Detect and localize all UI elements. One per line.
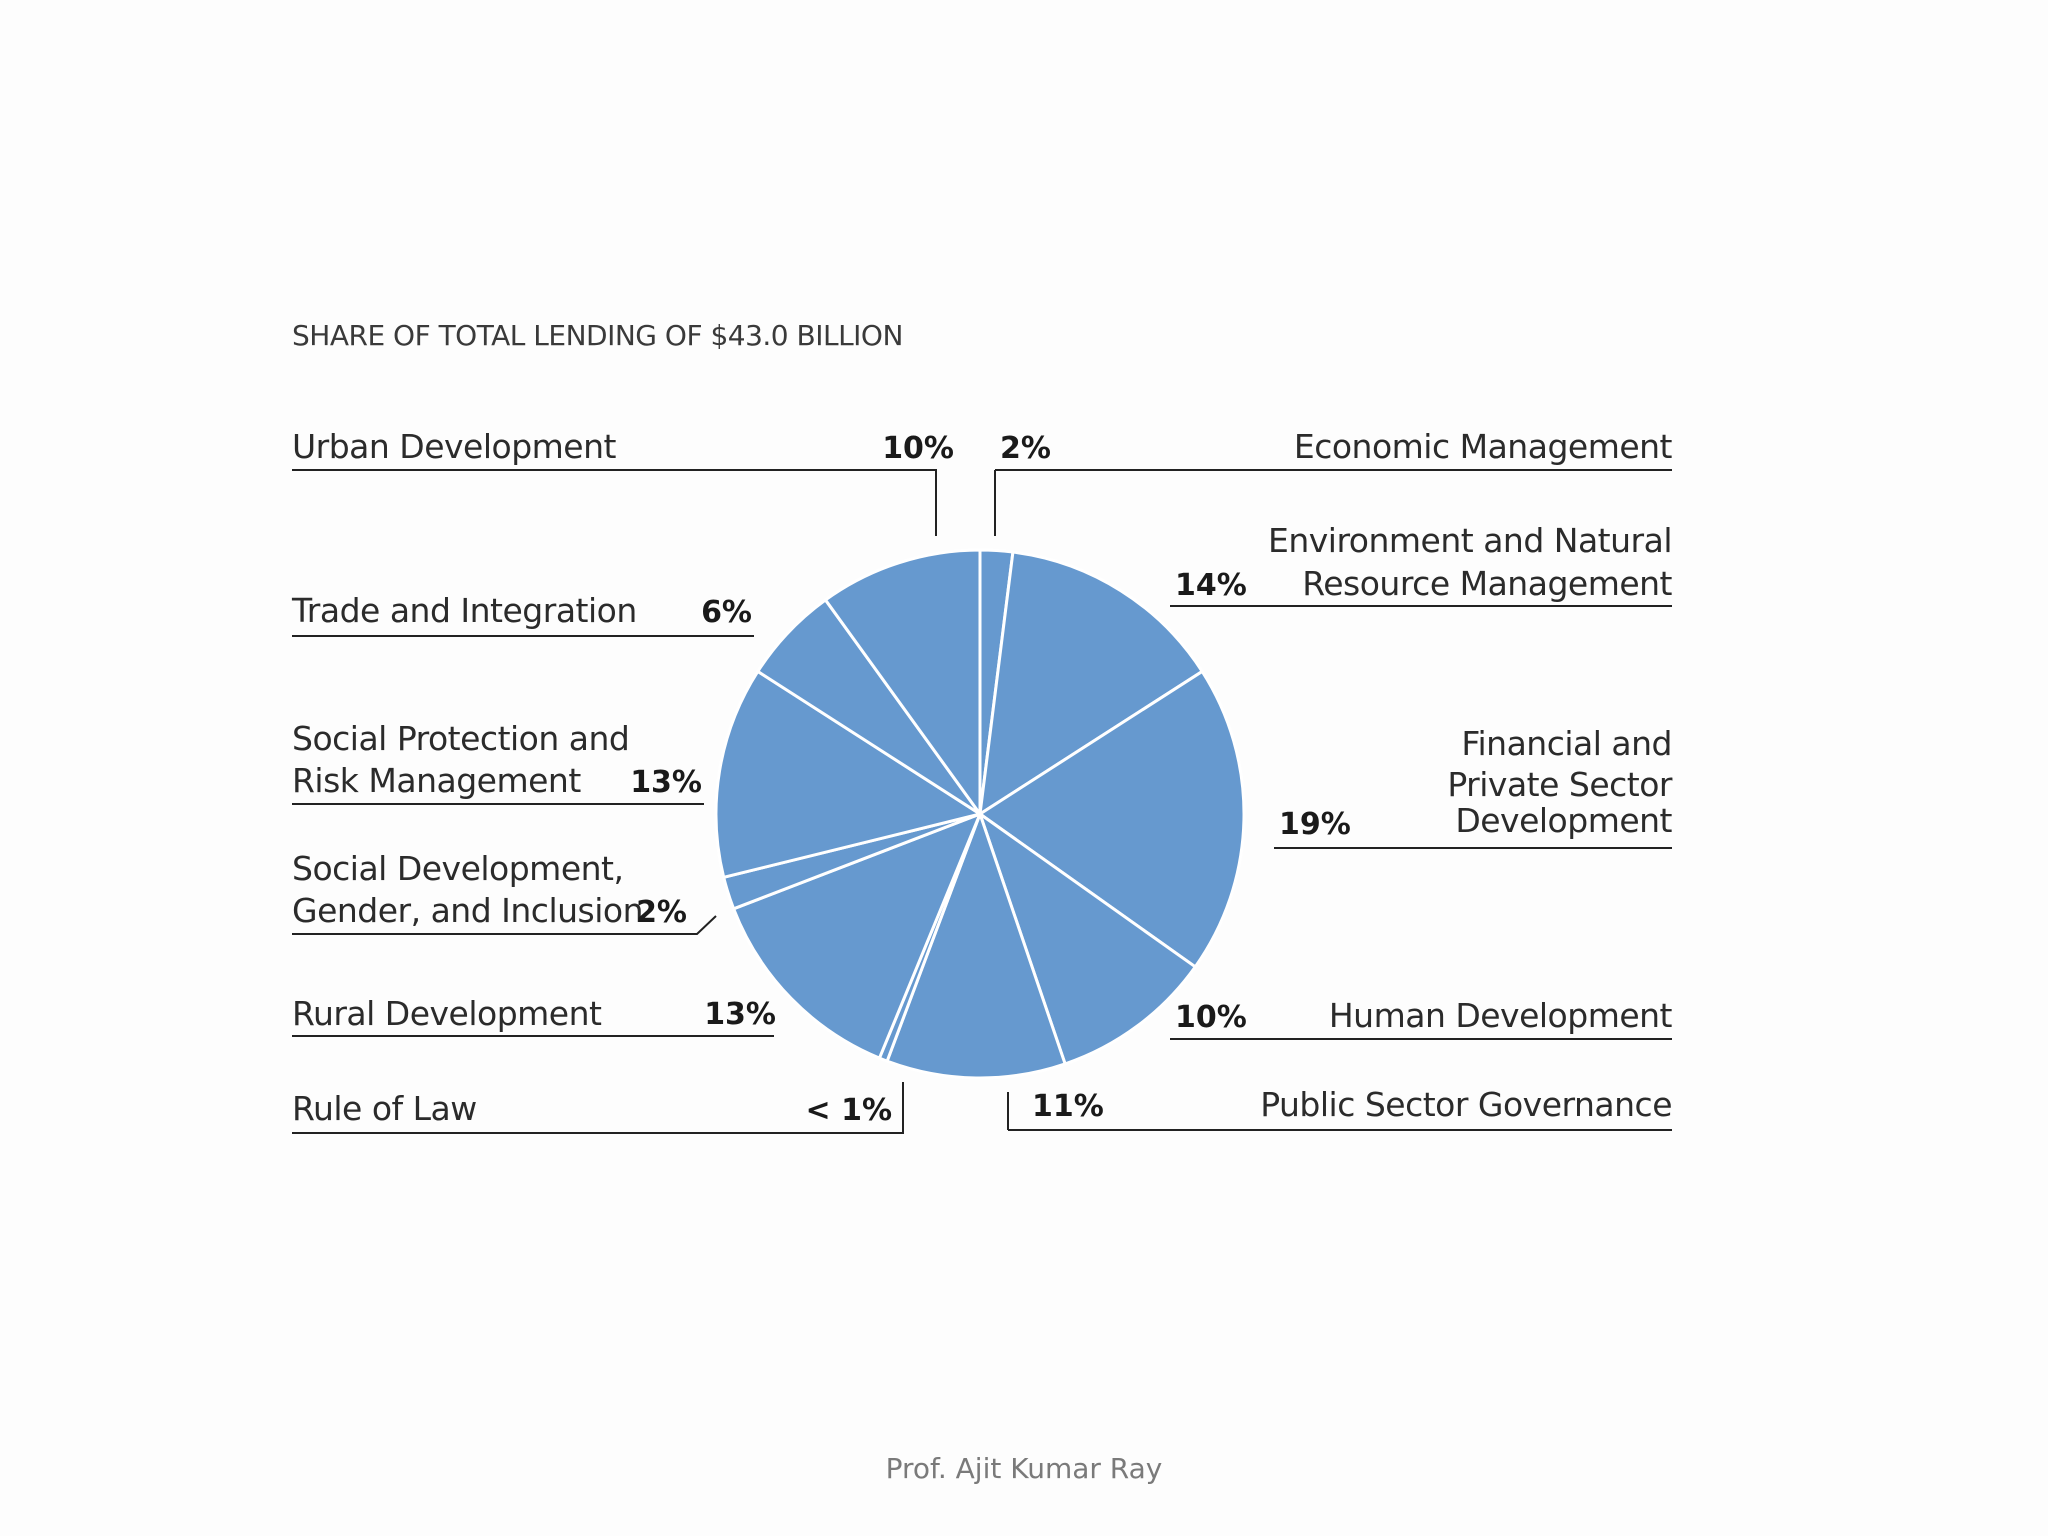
pie-slice-financial-and-private-sector-development — [977, 669, 1246, 969]
slice-percent-urban-development: 10% — [882, 431, 954, 466]
pie-slice-urban-development — [823, 548, 982, 819]
slice-label-social-protection-and-risk-management: Social Protection and — [292, 719, 629, 758]
slice-label-financial-and-private-sector-development: Private Sector — [1447, 765, 1673, 804]
leader-line-urban-development — [292, 469, 937, 536]
slice-label-trade-and-integration: Trade and Integration — [291, 591, 637, 630]
pie-slice-human-development — [977, 810, 1198, 1066]
slice-label-environment-and-natural-resource-management: Resource Management — [1302, 564, 1672, 603]
slice-percent-human-development: 10% — [1175, 1000, 1247, 1035]
slice-label-human-development: Human Development — [1329, 996, 1673, 1035]
leader-line-social-development-gender-and-inclusion — [292, 915, 717, 935]
slice-percent-social-protection-and-risk-management: 13% — [630, 765, 702, 800]
footer-credit: Prof. Ajit Kumar Ray — [886, 1452, 1163, 1485]
slice-percent-rule-of-law: < 1% — [805, 1093, 892, 1128]
slice-label-social-development-gender-and-inclusion: Gender, and Inclusion — [292, 891, 643, 930]
slice-label-rule-of-law: Rule of Law — [292, 1089, 477, 1128]
leader-line-economic-management — [994, 469, 1672, 536]
slice-percent-trade-and-integration: 6% — [701, 595, 752, 630]
pie-slice-social-protection-and-risk-management — [714, 669, 984, 880]
slice-percent-environment-and-natural-resource-management: 14% — [1175, 568, 1247, 603]
leader-lines — [292, 469, 1672, 1134]
slice-label-financial-and-private-sector-development: Financial and — [1461, 724, 1672, 763]
slice-label-social-protection-and-risk-management: Risk Management — [292, 761, 581, 800]
slice-percent-financial-and-private-sector-development: 19% — [1279, 807, 1351, 842]
slice-percent-economic-management: 2% — [1000, 431, 1051, 466]
pie-slice-public-sector-governance — [885, 809, 1068, 1080]
slice-label-public-sector-governance: Public Sector Governance — [1260, 1085, 1672, 1124]
leader-line-rule-of-law — [292, 1082, 904, 1134]
slice-percent-public-sector-governance: 11% — [1032, 1089, 1104, 1124]
slice-labels: Economic Management 2% Environment and Nat… — [291, 427, 1673, 1128]
pie-slice-environment-and-natural-resource-management — [978, 550, 1205, 817]
slice-label-economic-management: Economic Management — [1294, 427, 1673, 466]
slice-label-social-development-gender-and-inclusion: Social Development, — [292, 849, 623, 888]
slice-label-urban-development: Urban Development — [292, 427, 617, 466]
slice-percent-social-development-gender-and-inclusion: 2% — [636, 895, 687, 930]
slice-label-financial-and-private-sector-development: Development — [1455, 801, 1672, 840]
chart-title: SHARE OF TOTAL LENDING OF $43.0 BILLION — [292, 319, 903, 352]
slice-label-rural-development: Rural Development — [292, 994, 602, 1033]
slice-percent-rural-development: 13% — [704, 997, 776, 1032]
slice-label-environment-and-natural-resource-management: Environment and Natural — [1268, 521, 1672, 560]
leader-line-public-sector-governance — [1007, 1092, 1672, 1131]
pie-slices — [714, 548, 1246, 1080]
pie-slice-rural-development — [731, 811, 983, 1061]
